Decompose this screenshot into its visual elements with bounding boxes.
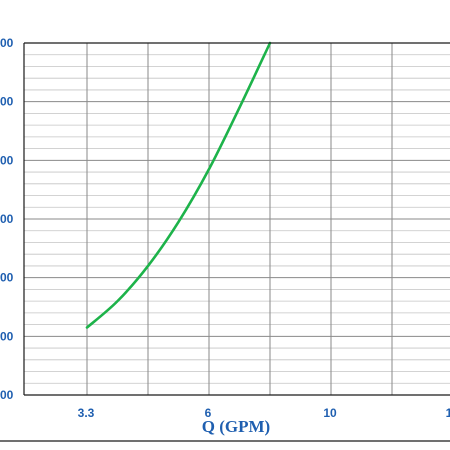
y-tick-label: 00 <box>0 271 14 285</box>
x-tick-label: 10 <box>323 406 337 420</box>
major-gridlines <box>24 43 450 395</box>
y-tick-label: 00 <box>0 388 14 402</box>
series-line <box>85 41 272 329</box>
y-tick-label: 00 <box>0 95 14 109</box>
series-group <box>85 41 272 329</box>
x-axis-title: Q (GPM) <box>202 417 270 436</box>
y-tick-label: 00 <box>0 153 14 167</box>
y-tick-labels: 00 00 00 00 00 00 00 <box>0 36 14 402</box>
x-tick-label: 1 <box>446 406 450 420</box>
y-tick-label: 00 <box>0 329 14 343</box>
x-tick-label: 3.3 <box>78 406 95 420</box>
plot-frame <box>0 42 450 442</box>
minor-gridlines <box>24 54 450 384</box>
x-tick-label: 6 <box>205 406 212 420</box>
x-tick-labels: 3.3 6 10 1 <box>78 406 450 420</box>
y-tick-label: 00 <box>0 212 14 226</box>
y-tick-label: 00 <box>0 36 14 50</box>
